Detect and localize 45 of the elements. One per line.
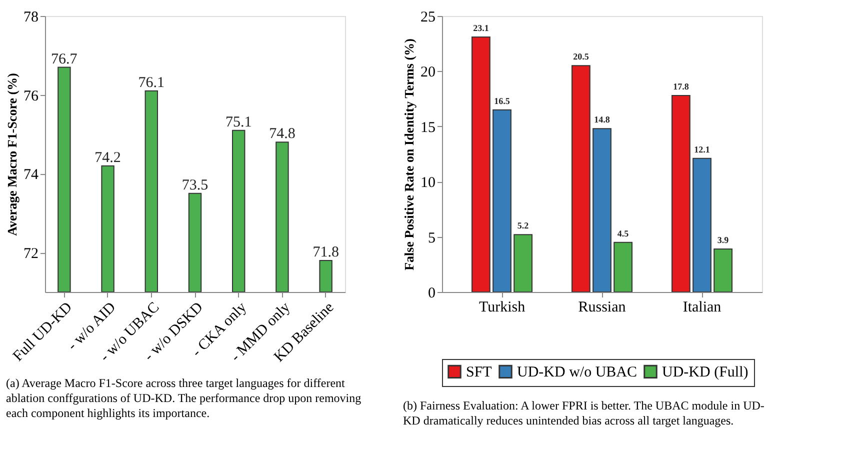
bar bbox=[672, 94, 690, 292]
x-tick-label: Turkish bbox=[478, 300, 526, 316]
x-tick-label: Russian bbox=[578, 300, 626, 316]
y-tick-label: 76 bbox=[24, 88, 39, 104]
data-label: 14.8 bbox=[594, 114, 610, 125]
data-label: 76.7 bbox=[51, 51, 78, 68]
data-label: 23.1 bbox=[473, 22, 490, 33]
text: (a) Average Macro F1-Score across three target languages for different ablation conffgurations of UD-KD. The performance drop upon removing each component highlights its importance. bbox=[6, 376, 362, 420]
y-tick-label: 5 bbox=[428, 230, 436, 246]
data-label: 76.1 bbox=[138, 74, 165, 91]
data-label: 12.1 bbox=[694, 144, 710, 154]
y-axis-title: False Positive Rate on Identity Terms (%) bbox=[402, 38, 416, 270]
data-label: 3.9 bbox=[717, 234, 730, 245]
y-tick-label: 15 bbox=[420, 120, 436, 136]
y-tick-label: 78 bbox=[24, 10, 38, 26]
data-label: 75.1 bbox=[225, 114, 252, 130]
bar bbox=[614, 242, 632, 292]
bar bbox=[492, 109, 512, 292]
bar bbox=[714, 248, 732, 292]
data-label: 74.8 bbox=[269, 126, 296, 142]
data-label: 4.5 bbox=[617, 228, 630, 238]
y-tick-label: 0 bbox=[428, 286, 436, 302]
y-tick-label: 20 bbox=[420, 64, 436, 81]
y-tick-label: 25 bbox=[420, 10, 436, 26]
y-tick-label: 10 bbox=[420, 175, 436, 192]
bar bbox=[572, 65, 590, 292]
legend-label: UD-KD (Full) bbox=[662, 364, 748, 381]
data-label: 74.2 bbox=[94, 150, 121, 166]
data-label: 73.5 bbox=[182, 177, 208, 194]
data-label: 5.2 bbox=[517, 220, 530, 231]
data-label: 20.5 bbox=[573, 52, 590, 62]
text: (b) Fairness Evaluation: A lower FPRI is better. The UBAC module in UD-KD dramatically reduces unintended bias across all target languages. bbox=[403, 398, 764, 428]
bar bbox=[592, 128, 612, 292]
data-label: 17.8 bbox=[673, 81, 690, 92]
y-tick-label: 72 bbox=[24, 246, 38, 262]
x-tick-label: Italian bbox=[682, 300, 722, 316]
data-label: 71.8 bbox=[312, 244, 339, 260]
legend-label: SFT bbox=[466, 364, 492, 381]
y-axis-title: Average Macro F1-Score (%) bbox=[4, 73, 20, 236]
legend-label: UD-KD w/o UBAC bbox=[517, 364, 637, 381]
y-tick-label: 74 bbox=[24, 167, 39, 184]
bar bbox=[472, 36, 490, 292]
bar bbox=[692, 158, 712, 292]
bar bbox=[514, 234, 532, 292]
data-label: 16.5 bbox=[494, 96, 510, 106]
